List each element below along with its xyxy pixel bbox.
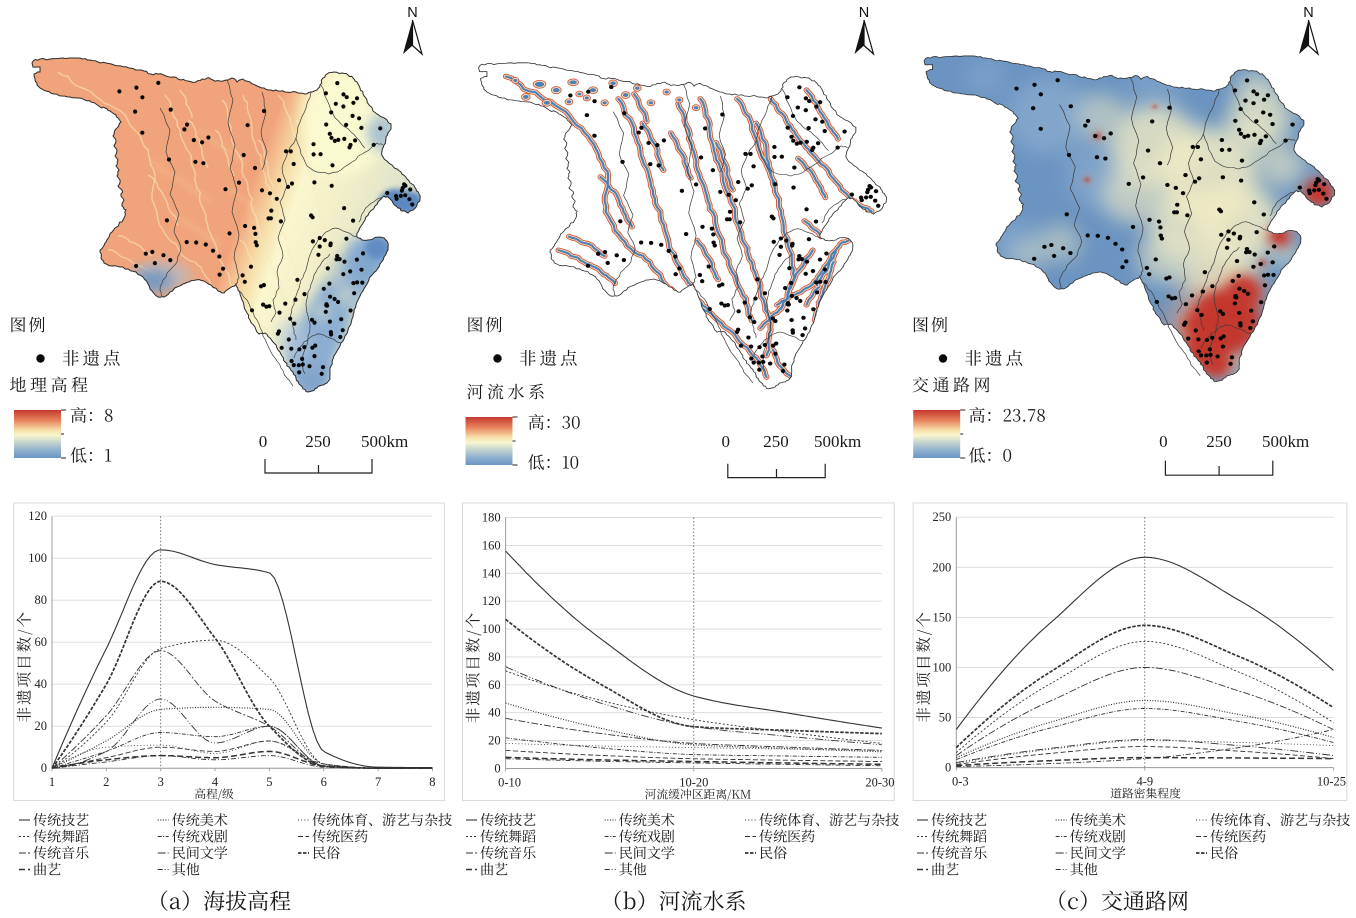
svg-text:250: 250 [1206, 432, 1232, 451]
svg-text:180: 180 [482, 511, 501, 525]
svg-text:500km: 500km [1262, 432, 1309, 451]
svg-text:250: 250 [763, 432, 789, 451]
svg-text:3: 3 [158, 775, 164, 789]
svg-text:80: 80 [35, 593, 48, 607]
svg-text:40: 40 [488, 706, 501, 720]
svg-text:80: 80 [488, 650, 501, 664]
svg-text:150: 150 [933, 610, 952, 624]
svg-text:200: 200 [933, 560, 952, 574]
svg-text:4-9: 4-9 [1136, 775, 1153, 789]
svg-text:0: 0 [259, 432, 268, 451]
svg-text:120: 120 [28, 509, 47, 523]
svg-text:4: 4 [212, 775, 219, 789]
svg-text:1: 1 [49, 775, 55, 789]
svg-text:60: 60 [488, 678, 501, 692]
svg-text:10-25: 10-25 [1317, 775, 1346, 789]
svg-text:100: 100 [28, 551, 47, 565]
svg-text:120: 120 [482, 594, 501, 608]
svg-text:0-10: 0-10 [498, 776, 521, 790]
svg-text:60: 60 [35, 635, 48, 649]
svg-text:100: 100 [933, 660, 952, 674]
svg-text:500km: 500km [361, 432, 408, 451]
svg-text:40: 40 [35, 677, 48, 691]
svg-text:140: 140 [482, 566, 501, 580]
svg-text:2: 2 [103, 775, 109, 789]
svg-text:0: 0 [1159, 432, 1168, 451]
svg-text:7: 7 [375, 775, 381, 789]
svg-text:0: 0 [722, 432, 731, 451]
svg-text:0: 0 [41, 761, 47, 775]
svg-text:50: 50 [939, 711, 952, 725]
svg-text:N: N [407, 5, 417, 21]
svg-text:20: 20 [35, 719, 48, 733]
svg-text:250: 250 [933, 510, 952, 524]
svg-text:N: N [1303, 5, 1313, 21]
svg-text:20-30: 20-30 [865, 776, 894, 790]
svg-text:0: 0 [494, 762, 500, 776]
svg-text:160: 160 [482, 538, 501, 552]
svg-text:100: 100 [482, 622, 501, 636]
svg-text:500km: 500km [814, 432, 861, 451]
svg-text:0-3: 0-3 [952, 775, 969, 789]
svg-text:6: 6 [321, 775, 327, 789]
svg-text:20: 20 [488, 734, 501, 748]
svg-text:N: N [859, 5, 869, 21]
svg-text:250: 250 [305, 432, 331, 451]
svg-text:8: 8 [429, 775, 435, 789]
svg-text:5: 5 [266, 775, 272, 789]
svg-text:0: 0 [945, 761, 951, 775]
svg-text:10-20: 10-20 [679, 776, 708, 790]
